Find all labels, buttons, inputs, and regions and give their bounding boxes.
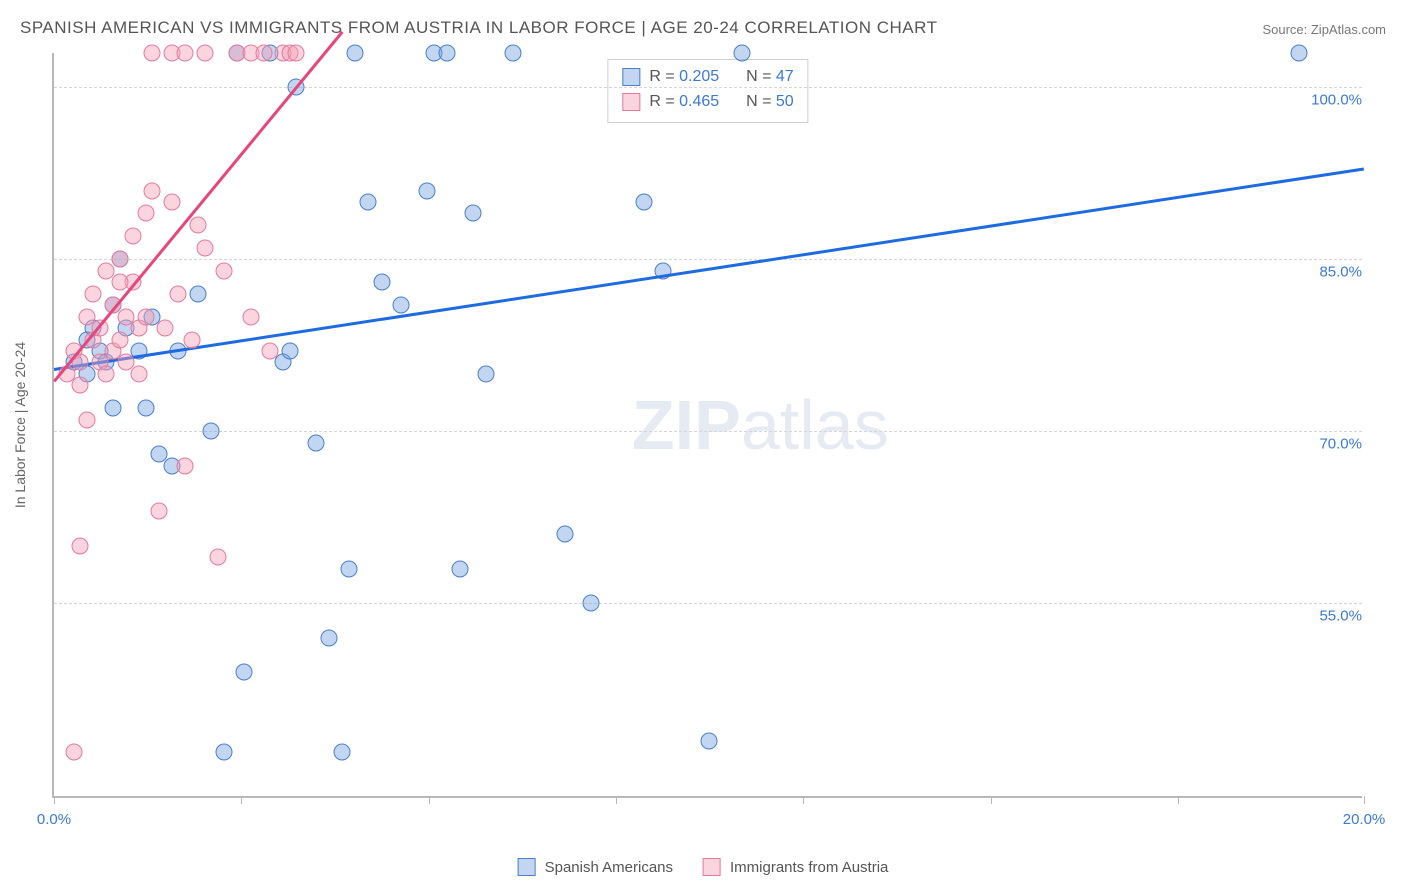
x-tick-label: 0.0% [37, 811, 71, 828]
data-point [157, 320, 174, 337]
y-axis-label: In Labor Force | Age 20-24 [12, 342, 28, 508]
data-point [98, 365, 115, 382]
data-point [321, 629, 338, 646]
stats-n-label: N = 47 [746, 65, 794, 90]
data-point [137, 308, 154, 325]
trend-line [53, 31, 343, 382]
chart-title: SPANISH AMERICAN VS IMMIGRANTS FROM AUST… [20, 18, 937, 38]
data-point [150, 503, 167, 520]
data-point [393, 297, 410, 314]
data-point [78, 411, 95, 428]
legend-label: Spanish Americans [545, 859, 673, 876]
data-point [334, 744, 351, 761]
data-point [373, 274, 390, 291]
x-tick [1178, 796, 1179, 804]
y-tick-label: 55.0% [1315, 608, 1366, 625]
data-point [183, 331, 200, 348]
data-point [439, 45, 456, 62]
data-point [85, 285, 102, 302]
data-point [465, 205, 482, 222]
data-point [131, 365, 148, 382]
data-point [170, 285, 187, 302]
stats-legend-box: R = 0.205 N = 47 R = 0.465 N = 50 [607, 59, 808, 123]
source-attribution: Source: ZipAtlas.com [1262, 22, 1386, 37]
data-point [209, 549, 226, 566]
data-point [701, 732, 718, 749]
x-tick [1364, 796, 1365, 804]
data-point [190, 216, 207, 233]
y-tick-label: 85.0% [1315, 264, 1366, 281]
plot-area: ZIPatlas R = 0.205 N = 47 R = 0.465 N = … [52, 53, 1362, 798]
data-point [360, 194, 377, 211]
gridline [54, 603, 1362, 604]
x-tick [54, 796, 55, 804]
x-tick [803, 796, 804, 804]
gridline [54, 87, 1362, 88]
data-point [347, 45, 364, 62]
data-point [583, 595, 600, 612]
y-tick-label: 100.0% [1307, 92, 1366, 109]
data-point [72, 377, 89, 394]
swatch-icon [622, 68, 640, 86]
stats-row-series-1: R = 0.465 N = 50 [622, 90, 793, 115]
data-point [177, 457, 194, 474]
swatch-icon [622, 93, 640, 111]
data-point [281, 343, 298, 360]
data-point [137, 205, 154, 222]
stats-row-series-0: R = 0.205 N = 47 [622, 65, 793, 90]
data-point [111, 274, 128, 291]
data-point [255, 45, 272, 62]
data-point [452, 560, 469, 577]
data-point [203, 423, 220, 440]
data-point [242, 308, 259, 325]
data-point [216, 744, 233, 761]
legend-item-series-1: Immigrants from Austria [703, 858, 888, 876]
x-tick-label: 20.0% [1343, 811, 1386, 828]
data-point [196, 239, 213, 256]
gridline [54, 259, 1362, 260]
data-point [177, 45, 194, 62]
data-point [144, 45, 161, 62]
data-point [340, 560, 357, 577]
data-point [635, 194, 652, 211]
data-point [65, 744, 82, 761]
x-tick [429, 796, 430, 804]
data-point [190, 285, 207, 302]
data-point [216, 262, 233, 279]
data-point [124, 228, 141, 245]
data-point [144, 182, 161, 199]
data-point [419, 182, 436, 199]
data-point [235, 663, 252, 680]
data-point [1290, 45, 1307, 62]
bottom-legend: Spanish Americans Immigrants from Austri… [518, 858, 889, 876]
data-point [111, 331, 128, 348]
data-point [163, 194, 180, 211]
data-point [111, 251, 128, 268]
data-point [262, 343, 279, 360]
x-tick [616, 796, 617, 804]
stats-r-label: R = 0.465 [649, 90, 719, 115]
data-point [556, 526, 573, 543]
data-point [308, 434, 325, 451]
data-point [72, 537, 89, 554]
x-tick [241, 796, 242, 804]
stats-n-label: N = 50 [746, 90, 794, 115]
data-point [733, 45, 750, 62]
gridline [54, 431, 1362, 432]
data-point [196, 45, 213, 62]
data-point [104, 400, 121, 417]
swatch-icon [703, 858, 721, 876]
data-point [504, 45, 521, 62]
legend-item-series-0: Spanish Americans [518, 858, 673, 876]
data-point [137, 400, 154, 417]
data-point [288, 45, 305, 62]
data-point [478, 365, 495, 382]
y-tick-label: 70.0% [1315, 436, 1366, 453]
legend-label: Immigrants from Austria [730, 859, 888, 876]
trend-line [54, 168, 1364, 371]
watermark: ZIPatlas [632, 385, 889, 465]
stats-r-label: R = 0.205 [649, 65, 719, 90]
x-tick [991, 796, 992, 804]
swatch-icon [518, 858, 536, 876]
